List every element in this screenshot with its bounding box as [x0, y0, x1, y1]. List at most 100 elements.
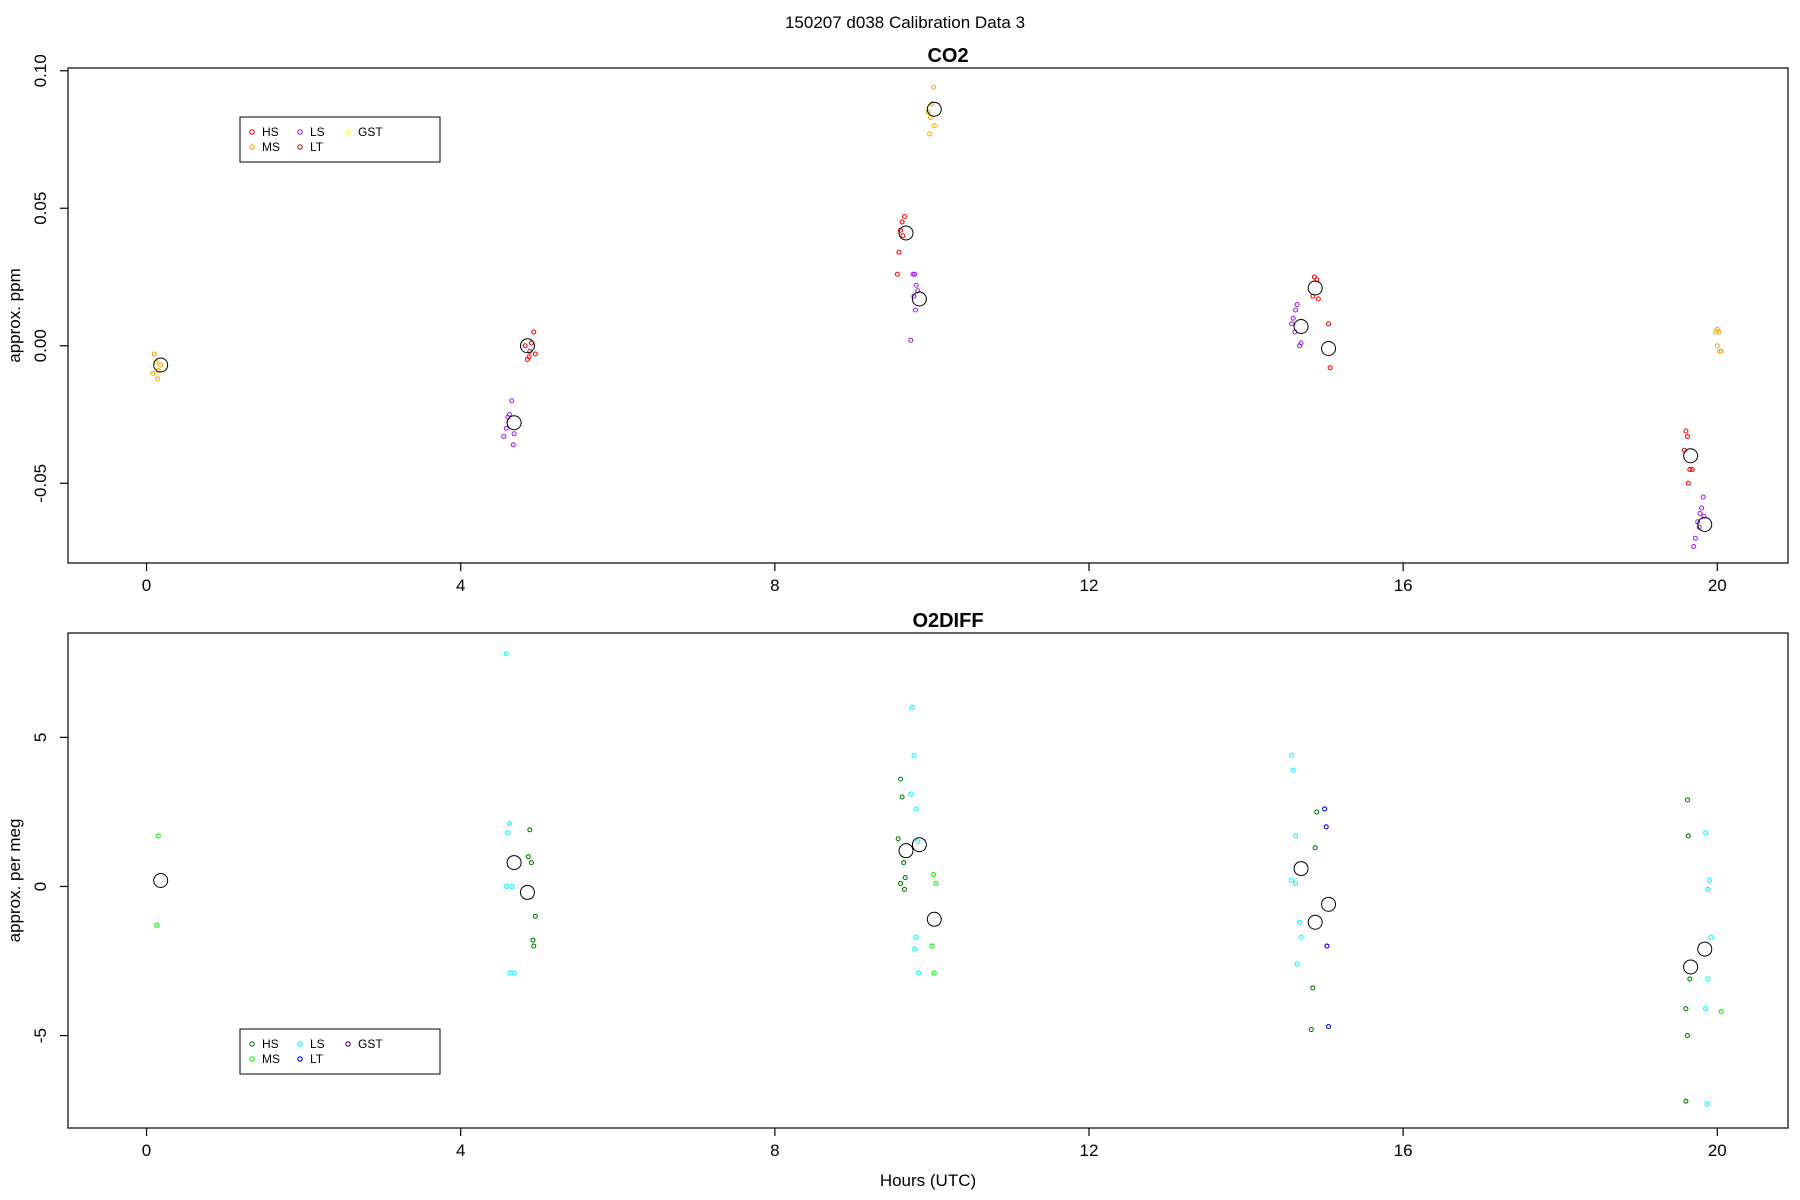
legend-marker: [345, 1041, 351, 1047]
data-point-hs: [526, 354, 532, 360]
data-point-ls: [1706, 877, 1713, 884]
data-point-ls: [1293, 880, 1299, 887]
y-axis-label: approx. per meg: [5, 819, 24, 943]
data-point-ls: [1294, 301, 1300, 308]
legend-label: LT: [310, 1052, 324, 1066]
data-point-ls: [503, 883, 509, 890]
x-tick-label: 8: [770, 576, 779, 595]
data-point-ls: [1701, 513, 1707, 519]
data-point-ls: [505, 830, 511, 836]
data-point-ls: [909, 704, 915, 711]
data-point-ms: [1714, 343, 1720, 349]
data-point-ls: [1298, 340, 1304, 346]
legend-marker: [249, 1056, 255, 1062]
panel-title: CO2: [927, 45, 968, 67]
data-point-ls: [910, 271, 916, 277]
data-point-ms: [155, 833, 161, 839]
data-point-ls: [509, 398, 515, 404]
mean-point: [153, 873, 169, 888]
legend-label: MS: [262, 1052, 280, 1066]
data-point-hs: [901, 860, 907, 866]
data-point-ls: [1700, 494, 1706, 500]
data-point-ls: [916, 970, 922, 976]
data-point-hs: [897, 880, 904, 887]
x-tick-label: 16: [1394, 576, 1413, 595]
mean-point: [1697, 941, 1713, 957]
x-tick-label: 0: [142, 1141, 151, 1160]
data-point-ls: [1705, 886, 1711, 892]
mean-point: [506, 855, 522, 871]
data-point-ls: [912, 946, 918, 952]
data-point-hs: [1327, 365, 1333, 371]
data-point-ms: [931, 970, 937, 976]
data-point-ls: [913, 282, 919, 288]
data-point-ms: [927, 131, 933, 137]
legend-marker: [345, 129, 351, 135]
legend-label: LS: [310, 1037, 325, 1051]
data-point-ls: [1296, 919, 1303, 925]
y-tick-label: 0.05: [31, 192, 50, 225]
data-point-hs: [532, 913, 538, 919]
data-point-ls: [1294, 961, 1300, 967]
data-point-ls: [503, 651, 509, 657]
mean-point: [911, 291, 927, 307]
data-point-ms: [158, 362, 164, 368]
data-point-hs: [1325, 321, 1332, 327]
data-point-hs: [900, 233, 906, 239]
data-point-hs: [895, 836, 901, 842]
data-point-ms: [154, 922, 160, 928]
panel-0: CO2 0 4 8 12 16 20 -0.05 0.00 0.05 0.10 approx. ppm…: [5, 45, 1789, 595]
data-point-lt: [1322, 806, 1328, 812]
data-point-hs: [899, 794, 905, 800]
mean-point: [1321, 341, 1337, 356]
mean-point: [898, 225, 914, 241]
legend-marker: [249, 1041, 255, 1047]
data-point-hs: [531, 329, 537, 335]
data-point-ls: [510, 442, 516, 448]
legend-marker: [297, 1041, 303, 1047]
figure-title: 150207 d038 Calibration Data 3: [785, 13, 1025, 32]
x-tick-label: 4: [456, 576, 465, 595]
x-tick-label: 4: [456, 1141, 465, 1160]
legend-label: GST: [358, 125, 383, 139]
data-point-ls: [1290, 315, 1296, 321]
mean-point: [1293, 319, 1309, 334]
y-tick-label: 0.00: [31, 329, 50, 362]
data-point-ls: [913, 806, 919, 812]
mean-point: [519, 338, 535, 354]
data-point-hs: [899, 219, 905, 225]
data-point-ms: [1718, 1009, 1724, 1015]
data-point-lt: [1325, 1024, 1332, 1030]
data-point-ls: [1293, 307, 1299, 313]
data-point-hs: [1312, 845, 1318, 851]
data-point-hs: [1684, 1033, 1691, 1039]
legend-box: [239, 116, 441, 163]
data-point-ls: [1691, 543, 1697, 550]
data-point-ls: [1702, 830, 1709, 836]
data-point-hs: [894, 271, 900, 277]
data-point-hs: [531, 943, 537, 949]
x-axis-label: Hours (UTC): [880, 1171, 976, 1190]
legend-box: [239, 1028, 441, 1075]
data-point-hs: [902, 874, 908, 881]
mean-point: [911, 837, 927, 853]
data-point-ls: [509, 883, 515, 890]
legend-label: HS: [262, 1037, 279, 1051]
data-point-hs: [1683, 1098, 1689, 1104]
data-point-ms: [930, 84, 937, 90]
data-point-ls: [1289, 321, 1295, 327]
data-point-hs: [525, 854, 531, 860]
mean-point: [519, 884, 535, 900]
legend-marker: [297, 1056, 303, 1062]
legend-marker: [249, 144, 255, 150]
data-point-hs: [1684, 433, 1691, 440]
data-point-ls: [908, 791, 914, 797]
data-point-ls: [913, 934, 919, 940]
data-point-ms: [929, 943, 935, 949]
data-point-ls: [503, 425, 509, 431]
data-point-ms: [931, 123, 937, 129]
data-point-ls: [911, 752, 917, 758]
data-point-ms: [1716, 329, 1722, 335]
x-tick-label: 20: [1708, 1141, 1727, 1160]
